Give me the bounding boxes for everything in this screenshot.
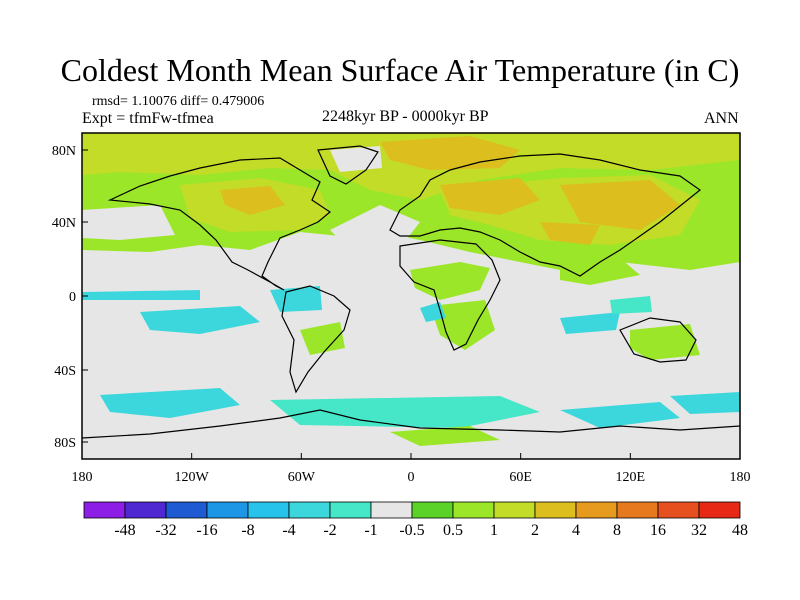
- field-arctic-yellow: [82, 133, 740, 200]
- legend-label: -4: [282, 522, 295, 539]
- legend-label: 8: [613, 522, 621, 539]
- field-africa-green: [410, 262, 490, 300]
- legend-swatch: [493, 501, 536, 519]
- legend-swatch: [452, 501, 495, 519]
- lat-tick-label: 40N: [52, 216, 76, 231]
- field-cool-chile: [270, 286, 322, 312]
- legend-label: -2: [323, 522, 336, 539]
- coast-africa: [399, 239, 501, 351]
- coast-antarctica: [82, 409, 740, 439]
- coast-eurasia: [389, 153, 702, 277]
- lon-tick-label: 60W: [288, 470, 316, 485]
- legend-label: -1: [364, 522, 377, 539]
- field-clear-pacific: [82, 205, 175, 240]
- coast-australia: [619, 317, 697, 363]
- legend-label: -32: [155, 522, 176, 539]
- field-cool-banda: [610, 296, 652, 314]
- coastlines: [82, 145, 740, 439]
- color-legend: -48 -32 -16 -8 -4 -2 -1 -0.5 0.5 1 2 4 8 16 32 48: [83, 501, 748, 539]
- field-cool-scotia: [100, 388, 240, 418]
- legend-swatch: [288, 501, 331, 519]
- legend-swatch: [124, 501, 167, 519]
- lat-tick-label: 0: [69, 290, 76, 305]
- legend-swatch: [370, 501, 413, 519]
- period-text: 2248kyr BP - 0000kyr BP: [322, 108, 489, 125]
- lat-tick-label: 80S: [54, 436, 76, 451]
- field-shading: [82, 133, 740, 446]
- legend-label: 16: [650, 522, 666, 539]
- field-cool-amundsen: [670, 392, 740, 414]
- lat-tick-label: 80N: [52, 144, 76, 159]
- legend-label: -48: [114, 522, 135, 539]
- legend-label: 4: [572, 522, 580, 539]
- lon-tick-label: 60E: [509, 470, 532, 485]
- lon-tick-label: 120E: [616, 470, 646, 485]
- legend-label: -0.5: [399, 522, 424, 539]
- legend-label: 2: [531, 522, 539, 539]
- legend-label: -8: [241, 522, 254, 539]
- lon-tick-label: 180: [72, 470, 93, 485]
- field-cool-weddell: [270, 396, 540, 428]
- field-cool-spac: [140, 306, 260, 334]
- lon-tick-label: 120W: [175, 470, 210, 485]
- field-asia-orange: [560, 180, 680, 230]
- legend-swatch: [83, 501, 126, 519]
- field-europe-orange: [440, 178, 540, 215]
- legend-swatch: [657, 501, 700, 519]
- lon-tick-label: 0: [408, 470, 415, 485]
- rmsd-diff-text: rmsd= 1.10076 diff= 0.479006: [92, 94, 265, 109]
- legend-swatch: [698, 501, 741, 519]
- legend-swatch: [616, 501, 659, 519]
- lat-tick-label: 40S: [54, 364, 76, 379]
- field-cool-eq-pacific: [82, 290, 200, 300]
- field-tibet-orange: [540, 222, 600, 245]
- legend-label: 1: [490, 522, 498, 539]
- legend-swatch: [575, 501, 618, 519]
- field-cool-indian: [560, 312, 620, 334]
- legend-swatch: [329, 501, 372, 519]
- expt-text: Expt = tfmFw-tfmea: [82, 110, 214, 127]
- legend-swatch: [165, 501, 208, 519]
- field-na-orange: [220, 186, 285, 215]
- lat-axis: 80N 40N 0 40S 80S: [52, 144, 88, 451]
- field-australia-green: [630, 324, 700, 360]
- legend-swatch: [411, 501, 454, 519]
- field-cool-ross: [560, 402, 680, 428]
- coast-north-america: [107, 157, 332, 291]
- lon-tick-label: 180: [730, 470, 751, 485]
- legend-swatch: [247, 501, 290, 519]
- legend-label: 48: [732, 522, 748, 539]
- coast-greenland: [317, 145, 379, 185]
- legend-label: 32: [691, 522, 707, 539]
- field-antarctic-green: [390, 426, 500, 446]
- legend-label: -16: [196, 522, 217, 539]
- legend-swatch: [206, 501, 249, 519]
- season-text: ANN: [704, 110, 739, 127]
- lon-axis: 180 120W 60W 0 60E 120E 180: [72, 453, 751, 485]
- legend-label: 0.5: [443, 522, 463, 539]
- field-samerica-green: [300, 322, 345, 355]
- coast-south-america: [281, 285, 351, 394]
- field-safrica-green: [430, 300, 495, 350]
- legend-swatch: [534, 501, 577, 519]
- field-asia-trop-green: [560, 258, 640, 285]
- map-title: Coldest Month Mean Surface Air Temperatu…: [60, 52, 740, 88]
